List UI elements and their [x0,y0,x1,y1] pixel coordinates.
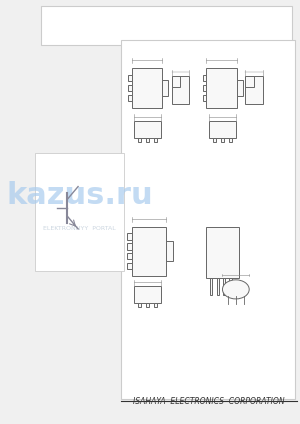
Bar [206,68,237,108]
Bar [138,138,141,142]
Bar [128,234,132,240]
Bar [172,76,189,104]
Ellipse shape [223,280,249,299]
Bar [128,85,132,91]
Bar [128,253,132,259]
Bar [128,75,132,81]
Bar [146,138,149,142]
Bar [203,85,206,91]
Bar [121,40,295,399]
Bar [134,121,161,138]
Bar [203,75,206,81]
Bar [210,278,212,295]
Bar [237,80,243,97]
Text: kazus.ru: kazus.ru [6,181,153,209]
Bar [172,76,180,87]
Bar [40,6,292,45]
Bar [209,121,236,138]
Bar [223,278,225,295]
Bar [132,227,166,276]
Bar [132,68,162,108]
Bar [134,286,161,303]
Bar [128,263,132,269]
Bar [221,138,224,142]
Bar [206,227,238,278]
Bar [213,138,216,142]
Bar [162,80,168,97]
Bar [203,95,206,100]
Bar [230,278,232,295]
Bar [245,76,254,87]
Bar [229,138,232,142]
Bar [154,138,157,142]
Bar [35,153,124,271]
Text: ELEKTRONNYY  PORTAL: ELEKTRONNYY PORTAL [43,226,116,232]
Bar [166,241,173,261]
Bar [217,278,219,295]
Bar [146,303,149,307]
Bar [154,303,157,307]
Bar [245,76,262,104]
Bar [128,243,132,249]
Bar [128,95,132,100]
Text: ISAHAYA  ELECTRONICS  CORPORATION: ISAHAYA ELECTRONICS CORPORATION [133,397,285,406]
Bar [138,303,141,307]
